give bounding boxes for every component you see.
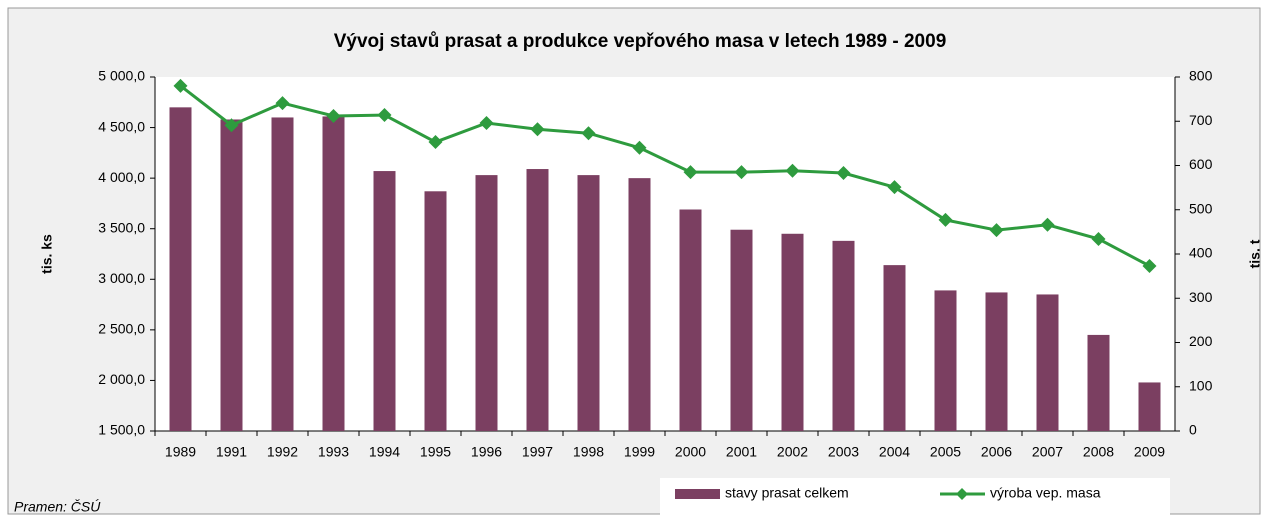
marker xyxy=(683,165,698,180)
y2-tick-label: 400 xyxy=(1189,245,1213,261)
bar xyxy=(373,171,396,431)
chart-title: Vývoj stavů prasat a produkce vepřového … xyxy=(334,31,947,52)
x-tick-label: 2006 xyxy=(981,444,1012,460)
bar xyxy=(475,175,498,431)
marker xyxy=(989,223,1004,238)
bar xyxy=(781,233,804,431)
bar xyxy=(1087,334,1110,431)
legend-swatch xyxy=(675,489,720,499)
x-tick-label: 2001 xyxy=(726,444,757,460)
x-tick-label: 1991 xyxy=(216,444,247,460)
legend-marker xyxy=(956,488,968,500)
x-tick-label: 1997 xyxy=(522,444,553,460)
x-tick-label: 1996 xyxy=(471,444,502,460)
marker xyxy=(632,140,647,155)
bar xyxy=(628,178,651,431)
y-tick-label: 3 000,0 xyxy=(98,270,145,286)
legend-label: výroba vep. masa xyxy=(990,485,1101,501)
legend xyxy=(660,478,1170,516)
y-tick-label: 5 000,0 xyxy=(98,68,145,84)
x-tick-label: 2007 xyxy=(1032,444,1063,460)
x-tick-label: 1995 xyxy=(420,444,451,460)
bar xyxy=(832,240,855,431)
marker xyxy=(326,108,341,123)
y-tick-label: 1 500,0 xyxy=(98,422,145,438)
marker xyxy=(581,126,596,141)
y2-axis-label: tis. t xyxy=(1247,239,1263,268)
bar xyxy=(577,175,600,431)
y2-tick-label: 500 xyxy=(1189,200,1213,216)
bar xyxy=(934,290,957,431)
marker xyxy=(428,135,443,150)
x-tick-label: 2003 xyxy=(828,444,859,460)
y-tick-label: 4 500,0 xyxy=(98,118,145,134)
bar xyxy=(526,169,549,432)
bar xyxy=(424,191,447,431)
y-tick-label: 2 500,0 xyxy=(98,321,145,337)
bar xyxy=(679,209,702,431)
y-tick-label: 4 000,0 xyxy=(98,169,145,185)
x-tick-label: 2009 xyxy=(1134,444,1165,460)
bar xyxy=(169,107,192,431)
marker xyxy=(275,96,290,111)
y-tick-label: 3 500,0 xyxy=(98,219,145,235)
marker xyxy=(887,180,902,195)
y2-tick-label: 100 xyxy=(1189,377,1213,393)
bar xyxy=(1036,294,1059,431)
x-tick-label: 1989 xyxy=(165,444,196,460)
line xyxy=(179,84,1151,268)
marker xyxy=(1091,231,1106,246)
y2-tick-label: 200 xyxy=(1189,333,1213,349)
bar xyxy=(985,292,1008,431)
bar xyxy=(271,117,294,431)
x-tick-label: 1998 xyxy=(573,444,604,460)
marker xyxy=(377,108,392,123)
y2-tick-label: 700 xyxy=(1189,112,1213,128)
y2-tick-label: 0 xyxy=(1189,422,1197,438)
x-tick-label: 2000 xyxy=(675,444,706,460)
x-tick-label: 1992 xyxy=(267,444,298,460)
y2-tick-label: 300 xyxy=(1189,289,1213,305)
bar xyxy=(1138,382,1161,431)
x-tick-label: 1994 xyxy=(369,444,400,460)
marker xyxy=(734,165,749,180)
x-tick-label: 2005 xyxy=(930,444,961,460)
y2-tick-label: 800 xyxy=(1189,68,1213,84)
marker xyxy=(224,118,239,133)
source: Pramen: ČSÚ xyxy=(14,499,101,515)
marker xyxy=(836,166,851,181)
marker xyxy=(479,116,494,131)
bar xyxy=(730,229,753,431)
marker xyxy=(1142,258,1157,273)
marker xyxy=(530,122,545,137)
bar xyxy=(220,119,243,431)
y-axis-label: tis. ks xyxy=(39,234,55,274)
bar xyxy=(883,265,906,431)
plot-area xyxy=(155,77,1175,431)
x-tick-label: 1999 xyxy=(624,444,655,460)
y2-tick-label: 600 xyxy=(1189,156,1213,172)
x-tick-label: 2004 xyxy=(879,444,910,460)
marker xyxy=(1040,217,1055,232)
marker xyxy=(938,212,953,227)
y-tick-label: 2 000,0 xyxy=(98,371,145,387)
marker xyxy=(173,78,188,93)
x-tick-label: 2002 xyxy=(777,444,808,460)
x-tick-label: 1993 xyxy=(318,444,349,460)
x-tick-label: 2008 xyxy=(1083,444,1114,460)
legend-label: stavy prasat celkem xyxy=(725,485,849,501)
bar xyxy=(322,116,345,432)
marker xyxy=(785,163,800,178)
